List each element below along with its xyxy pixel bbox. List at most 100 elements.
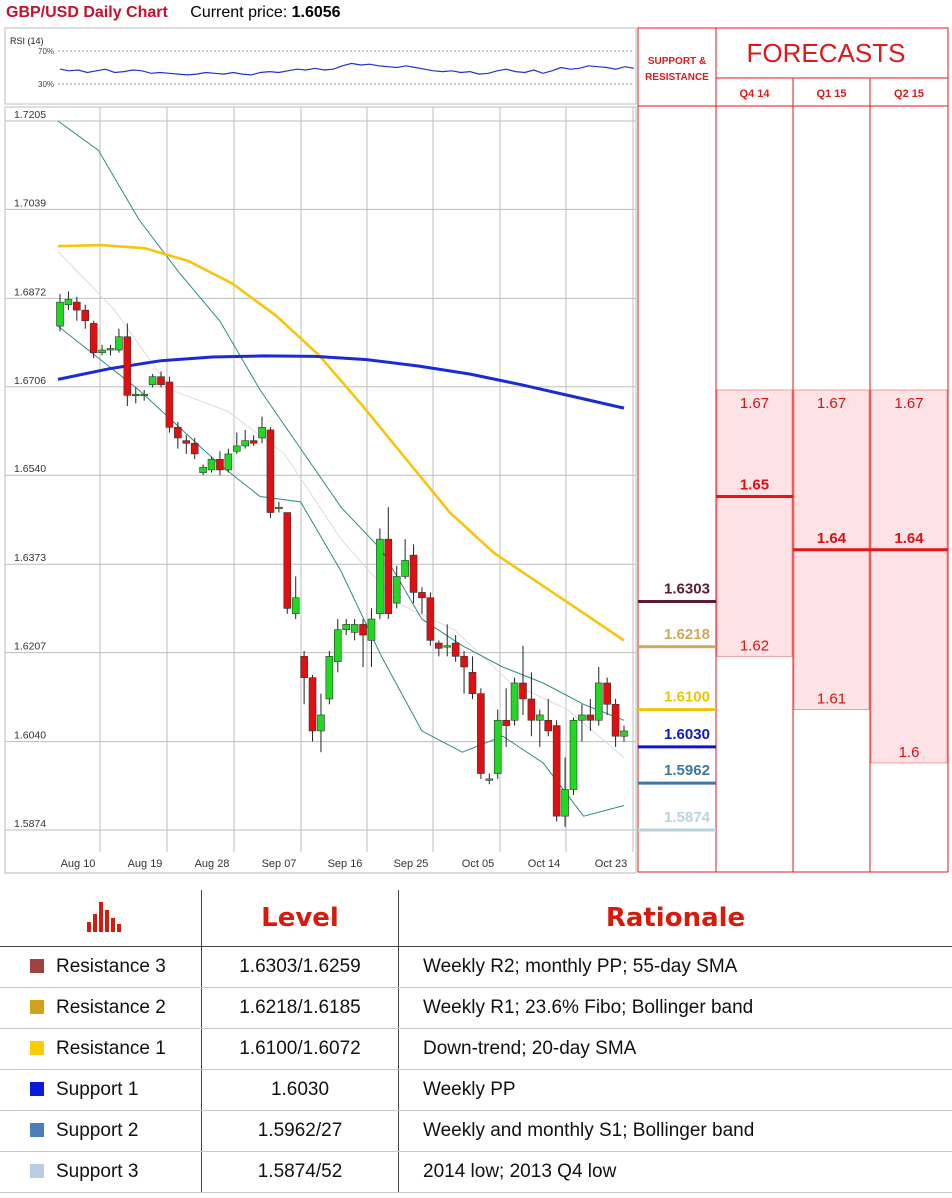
candle	[536, 709, 544, 747]
candle	[308, 674, 317, 742]
y-tick-label: 1.6872	[14, 286, 46, 298]
table-row: Resistance 1 1.6100/1.6072 Down-trend; 20-…	[0, 1028, 952, 1070]
row-name: Resistance 2	[56, 997, 166, 1018]
candle	[418, 587, 426, 614]
color-swatch	[30, 1164, 44, 1178]
candle	[510, 677, 519, 726]
candle	[207, 456, 216, 473]
sr-level-label: 1.6218	[664, 626, 710, 643]
candle	[594, 666, 603, 726]
candle	[485, 773, 494, 785]
price-chart: RSI (14) 70% 30% 1.72051.70391.68721.670…	[4, 27, 949, 874]
sma-55-line	[57, 243, 625, 642]
y-tick-label: 1.6373	[14, 552, 46, 564]
indicators	[57, 120, 625, 817]
bollinger-upper-band	[57, 120, 625, 721]
y-tick-label: 1.7205	[14, 109, 46, 121]
forecast-mid: 1.65	[740, 477, 769, 494]
candle	[283, 512, 292, 614]
candle	[451, 635, 460, 662]
row-level: 1.6100/1.6072	[201, 1028, 399, 1070]
candle	[435, 640, 443, 657]
x-tick-label: Sep 07	[262, 858, 297, 870]
forecast-columns: Q4 14 1.67 1.65 1.62 Q1 15 1.67 1.64 1.61 Q2 15 1…	[716, 78, 948, 872]
y-tick-label: 1.6207	[14, 641, 46, 653]
candle	[81, 304, 90, 329]
candle	[367, 608, 376, 667]
sma-200-line	[57, 354, 625, 410]
candle	[468, 656, 477, 699]
candle	[266, 427, 275, 518]
table-row: Support 1 1.6030 Weekly PP	[0, 1069, 952, 1111]
bollinger-lower-band	[57, 325, 625, 817]
current-price-value: 1.6056	[291, 4, 341, 21]
level-header: Level	[201, 890, 399, 947]
row-level: 1.5962/27	[201, 1110, 399, 1152]
candle	[317, 693, 325, 753]
rsi-label: RSI (14)	[10, 36, 44, 46]
support-resistance-column: SUPPORT & RESISTANCE 1.63031.62181.61001…	[637, 27, 949, 873]
price-grid	[5, 107, 636, 852]
candle	[544, 698, 553, 737]
sr-level: 1.6030	[638, 726, 716, 749]
forecasts-panel: FORECASTS Q4 14 1.67 1.65 1.62 Q1 15 1.67 1.64…	[716, 38, 948, 872]
candle	[56, 294, 64, 332]
candle	[241, 429, 249, 449]
candle	[98, 344, 106, 356]
forecast-low: 1.6	[899, 744, 920, 761]
candle	[174, 421, 182, 449]
x-tick-label: Aug 10	[61, 858, 96, 870]
candle	[123, 323, 132, 406]
rsi-30-label: 30%	[38, 80, 54, 89]
candle	[333, 619, 342, 673]
candle	[392, 565, 401, 609]
candle	[325, 651, 334, 705]
sr-level-label: 1.5962	[664, 762, 710, 779]
candle	[300, 651, 308, 705]
candle	[275, 501, 283, 513]
candle	[148, 374, 157, 388]
candle	[409, 544, 418, 604]
row-name-cell: Resistance 3	[0, 946, 202, 988]
row-level: 1.6218/1.6185	[201, 987, 399, 1029]
forecast-column-label: Q1 15	[817, 88, 847, 100]
sr-level: 1.5962	[638, 762, 716, 785]
candle	[350, 619, 359, 641]
row-name: Support 2	[56, 1120, 139, 1141]
candle	[502, 688, 510, 747]
row-rationale: 2014 low; 2013 Q4 low	[398, 1151, 952, 1193]
candle	[384, 507, 393, 620]
candle	[140, 390, 148, 401]
forecast-high: 1.67	[817, 395, 846, 412]
sr-level-label: 1.6303	[664, 580, 710, 597]
forecast-range	[870, 389, 948, 764]
candle	[603, 677, 611, 715]
candle	[73, 296, 81, 321]
row-rationale: Weekly PP	[398, 1069, 952, 1111]
candle	[165, 376, 174, 433]
sr-level: 1.6100	[638, 689, 716, 712]
y-axis-ticks: 1.7205 1.7039 1.6872 1.6706 1.6540 1.6373 1.62…	[14, 109, 46, 830]
sr-level: 1.6218	[638, 626, 716, 649]
sr-level-label: 1.6030	[664, 726, 710, 743]
row-name-cell: Resistance 2	[0, 987, 202, 1029]
color-swatch	[30, 959, 44, 973]
row-name-cell: Resistance 1	[0, 1028, 202, 1070]
forecast-column-label: Q4 14	[740, 88, 771, 100]
candle	[401, 539, 409, 580]
candle	[569, 717, 578, 795]
candle	[216, 451, 224, 476]
forecast-column-label: Q2 15	[894, 88, 924, 100]
color-swatch	[30, 1082, 44, 1096]
candle	[249, 435, 258, 446]
forecast-high: 1.67	[740, 395, 769, 412]
candle	[64, 291, 73, 311]
forecast-high: 1.67	[894, 395, 923, 412]
y-tick-label: 1.5874	[14, 818, 46, 830]
candle	[182, 435, 191, 454]
candle	[106, 344, 115, 356]
sr-header-line2: RESISTANCE	[645, 72, 709, 83]
forecast-mid: 1.64	[817, 530, 847, 547]
y-tick-label: 1.6040	[14, 730, 46, 742]
candle	[359, 619, 367, 667]
